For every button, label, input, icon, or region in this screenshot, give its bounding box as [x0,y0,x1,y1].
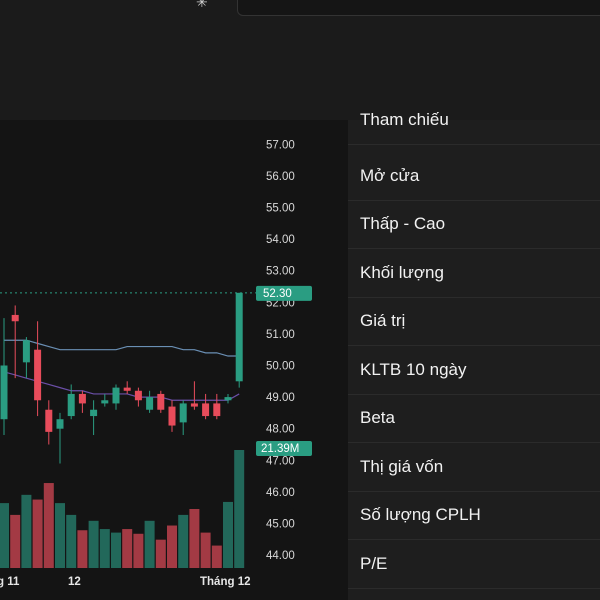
price-chart-svg: 57.0056.0055.0054.0053.0052.0051.0050.00… [0,139,312,588]
volume-bar [223,501,233,568]
volume-bar [189,509,200,568]
stat-row-open: Mở cửa [348,152,600,201]
stat-row-shares-outstanding: Số lượng CPLH [348,491,600,540]
candle-body [123,387,131,391]
stats-panel: Tham chiếu Mở cửa Thấp - Cao Khối lượng … [348,110,600,600]
candle-body [56,419,64,429]
last-price-tag [256,285,312,301]
x-axis-label: 12 [68,576,81,588]
volume-bar [144,520,155,568]
stat-label: KLTB 10 ngày [360,360,467,379]
stat-label: P/E [360,554,388,573]
x-axis-label: g 11 [0,576,20,588]
stat-row-low-high: Thấp - Cao [348,200,600,249]
candle-body [78,393,86,404]
volume-bar [77,530,88,568]
stat-label: Thị giá vốn [360,457,444,476]
price-tick-label: 47.00 [266,455,295,467]
panel-divider[interactable] [332,120,348,600]
volume-bar [55,503,65,568]
stat-row-volume: Khối lượng [348,249,600,298]
stat-row-beta: Beta [348,394,600,443]
price-chart[interactable]: 57.00 56.00 55.00 54.00 53.00 52.00 51.00 50.00… [0,120,332,600]
candle-body [112,387,120,404]
stat-row-pe: P/E [348,540,600,589]
volume-bar [167,525,177,568]
stat-row-reference: Tham chiếu [348,96,600,145]
x-axis-label: Tháng 12 [200,576,250,588]
last-price-tag-label: 52.30 [263,288,292,300]
candle-body [101,400,109,404]
price-tick-label: 45.00 [266,519,295,531]
candle-body [157,393,165,410]
volume-bar [21,494,32,568]
stat-label: Số lượng CPLH [360,505,481,524]
price-tick-label: 48.00 [266,424,295,436]
candle-body [34,349,42,401]
price-tick-label: 57.00 [266,139,295,151]
candle-body [11,314,19,322]
candle-body [146,397,154,410]
gear-icon[interactable]: ✳ [196,0,208,10]
price-tick-label: 44.00 [266,550,295,562]
price-tick-label: 46.00 [266,487,295,499]
stat-label: Thấp - Cao [360,214,446,233]
ma-short-line [3,371,240,401]
stat-row-market-cap: Thị giá vốn [348,443,600,492]
search-input[interactable] [237,0,600,16]
stat-label: Beta [360,408,395,427]
price-tick-label: 51.00 [266,329,295,341]
top-bar: ✳ [0,0,600,121]
volume-bar [234,450,245,568]
stat-label: Tham chiếu [360,110,449,129]
last-volume-tag [256,441,312,456]
price-tick-label: 53.00 [266,266,295,278]
candle-body [134,390,142,401]
price-tick-label: 56.00 [266,171,295,183]
candle-body [0,365,8,420]
candle-body [235,292,243,382]
volume-bar [43,483,54,568]
candle-body [168,406,176,426]
volume-bar [178,514,189,568]
volume-bar [122,529,133,568]
candle-body [67,393,75,417]
price-tick-label: 50.00 [266,361,295,373]
volume-bar [0,503,9,568]
candle-body [90,409,98,417]
volume-bar [211,545,222,568]
volume-bar [155,539,166,568]
price-tick-label: 55.00 [266,203,295,215]
volume-bar [88,520,99,568]
candle-body [179,403,187,423]
candle-body [224,397,232,401]
price-tick-label: 54.00 [266,234,295,246]
stat-row-avg-volume-10d: KLTB 10 ngày [348,346,600,395]
volume-bar [10,514,21,568]
last-volume-tag-label: 21.39M [261,443,299,455]
candle-body [213,403,221,417]
volume-bar [99,529,110,568]
price-tick-label: 49.00 [266,392,295,404]
ma-long-line [4,339,240,357]
stat-row-value: Giá trị [348,297,600,346]
volume-bar [200,532,211,568]
candle-body [202,403,210,417]
volume-bar [32,499,43,568]
stat-label: Khối lượng [360,263,444,282]
volume-bar [111,532,121,568]
candle-body [45,409,53,432]
stat-label: Giá trị [360,311,406,330]
candle-body [190,403,198,407]
candle-body [22,340,30,363]
stat-label: Mở cửa [360,166,420,185]
volume-bar [66,514,77,568]
volume-bar [133,533,144,568]
